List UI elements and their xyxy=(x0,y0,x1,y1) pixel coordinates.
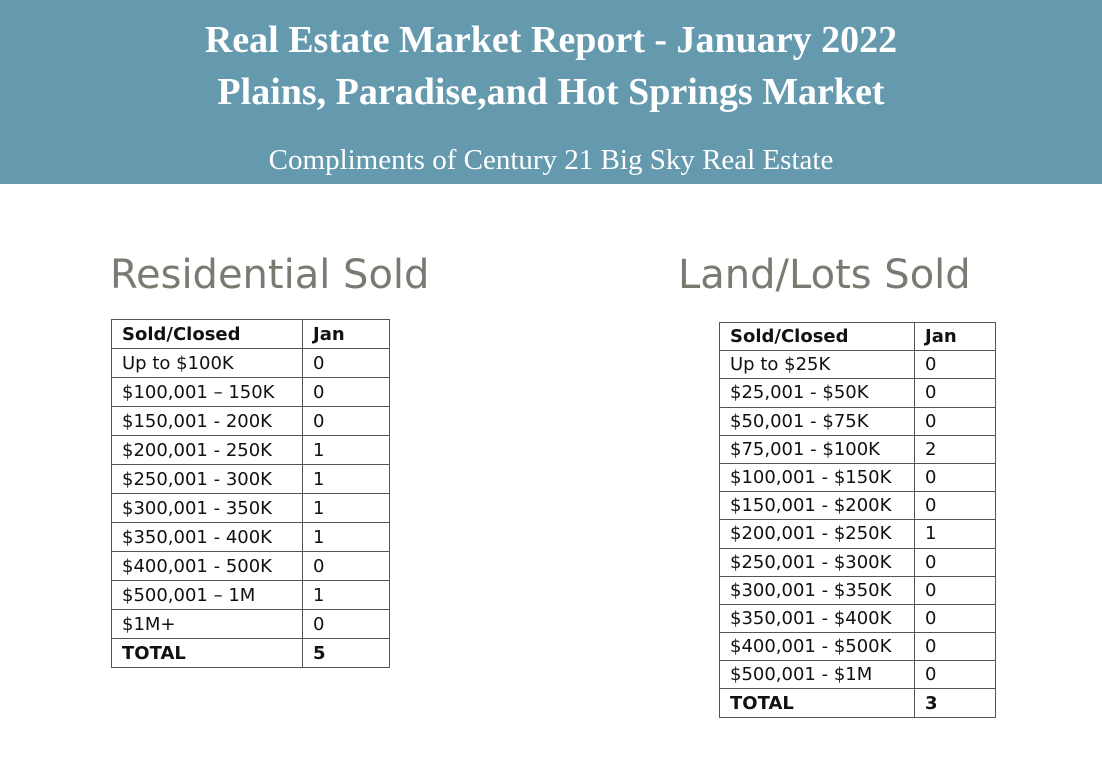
price-range-cell: Up to $25K xyxy=(719,350,915,380)
residential-row: Up to $100K 0 xyxy=(111,348,390,378)
land-row: $350,001 - $400K 0 xyxy=(719,603,996,634)
price-range-cell: $400,001 - 500K xyxy=(111,551,303,581)
price-range-cell: $150,001 - 200K xyxy=(111,406,303,436)
jan-count-cell: 0 xyxy=(914,660,996,690)
jan-count-cell: 1 xyxy=(302,493,390,523)
price-range-cell: $500,001 - $1M xyxy=(719,660,915,690)
land-row: $250,001 - $300K 0 xyxy=(719,547,996,577)
land-total-row: TOTAL 3 xyxy=(719,688,996,718)
land-header-row: Sold/Closed Jan xyxy=(719,321,996,352)
jan-count-cell: Jan xyxy=(914,321,996,352)
price-range-cell: $350,001 - $400K xyxy=(719,603,915,634)
residential-row: $150,001 - 200K 0 xyxy=(111,406,390,436)
land-row: $100,001 - $150K 0 xyxy=(719,462,996,493)
land-row: $75,001 - $100K 2 xyxy=(719,434,996,464)
residential-row: $250,001 - 300K 1 xyxy=(111,464,390,494)
residential-sold-title: Residential Sold xyxy=(110,252,430,298)
land-row: $50,001 - $75K 0 xyxy=(719,406,996,436)
price-range-cell: $200,001 - 250K xyxy=(111,435,303,465)
jan-count-cell: 0 xyxy=(302,609,390,639)
price-range-cell: $300,001 - $350K xyxy=(719,575,915,605)
report-market-title: Plains, Paradise,and Hot Springs Market xyxy=(217,71,885,113)
land-lots-sold-table: Sold/Closed Jan Up to $25K 0 $25,001 - $50K 0… xyxy=(719,321,996,718)
report-compliments: Compliments of Century 21 Big Sky Real E… xyxy=(268,144,834,176)
jan-count-cell: 0 xyxy=(914,462,996,493)
price-range-cell: $200,001 - $250K xyxy=(719,519,915,549)
jan-count-cell: 0 xyxy=(302,348,390,378)
residential-row: $400,001 - 500K 0 xyxy=(111,551,390,581)
residential-row: $300,001 - 350K 1 xyxy=(111,493,390,523)
jan-count-cell: 0 xyxy=(914,350,996,380)
jan-count-cell: 0 xyxy=(914,406,996,436)
price-range-cell: $50,001 - $75K xyxy=(719,406,915,436)
land-row: $400,001 - $500K 0 xyxy=(719,632,996,662)
price-range-cell: TOTAL xyxy=(719,688,915,718)
jan-count-cell: 0 xyxy=(914,575,996,605)
residential-total-row: TOTAL 5 xyxy=(111,638,390,668)
land-row: Up to $25K 0 xyxy=(719,350,996,380)
residential-row: $500,001 – 1M 1 xyxy=(111,580,390,610)
jan-count-cell: 1 xyxy=(914,519,996,549)
jan-count-cell: 1 xyxy=(302,464,390,494)
jan-count-cell: 1 xyxy=(302,580,390,610)
price-range-cell: $1M+ xyxy=(111,609,303,639)
residential-row: $1M+ 0 xyxy=(111,609,390,639)
price-range-cell: TOTAL xyxy=(111,638,303,668)
price-range-cell: $100,001 – 150K xyxy=(111,377,303,407)
price-range-cell: $25,001 - $50K xyxy=(719,378,915,408)
land-row: $200,001 - $250K 1 xyxy=(719,519,996,549)
jan-count-cell: 0 xyxy=(914,491,996,521)
jan-count-cell: 0 xyxy=(914,547,996,577)
jan-count-cell: 0 xyxy=(914,632,996,662)
jan-count-cell: 1 xyxy=(302,522,390,552)
residential-header-row: Sold/Closed Jan xyxy=(111,319,390,349)
land-row: $500,001 - $1M 0 xyxy=(719,660,996,690)
price-range-cell: $500,001 – 1M xyxy=(111,580,303,610)
jan-count-cell: 0 xyxy=(914,603,996,634)
residential-sold-table: Sold/Closed Jan Up to $100K 0 $100,001 – 150… xyxy=(111,319,390,668)
land-row: $300,001 - $350K 0 xyxy=(719,575,996,605)
jan-count-cell: 0 xyxy=(302,551,390,581)
land-lots-sold-title: Land/Lots Sold xyxy=(678,252,971,298)
price-range-cell: $350,001 - 400K xyxy=(111,522,303,552)
residential-row: $200,001 - 250K 1 xyxy=(111,435,390,465)
jan-count-cell: 5 xyxy=(302,638,390,668)
report-title: Real Estate Market Report - January 2022 xyxy=(204,19,898,61)
price-range-cell: $150,001 - $200K xyxy=(719,491,915,521)
report-header-banner: Real Estate Market Report - January 2022… xyxy=(0,0,1102,184)
price-range-cell: Sold/Closed xyxy=(719,321,915,352)
price-range-cell: $400,001 - $500K xyxy=(719,632,915,662)
residential-row: $100,001 – 150K 0 xyxy=(111,377,390,407)
price-range-cell: $300,001 - 350K xyxy=(111,493,303,523)
jan-count-cell: 3 xyxy=(914,688,996,718)
jan-count-cell: 0 xyxy=(302,406,390,436)
price-range-cell: $250,001 - $300K xyxy=(719,547,915,577)
price-range-cell: Up to $100K xyxy=(111,348,303,378)
residential-row: $350,001 - 400K 1 xyxy=(111,522,390,552)
jan-count-cell: 2 xyxy=(914,434,996,464)
jan-count-cell: 0 xyxy=(302,377,390,407)
price-range-cell: Sold/Closed xyxy=(111,319,303,349)
land-row: $25,001 - $50K 0 xyxy=(719,378,996,408)
price-range-cell: $250,001 - 300K xyxy=(111,464,303,494)
jan-count-cell: 1 xyxy=(302,435,390,465)
jan-count-cell: 0 xyxy=(914,378,996,408)
jan-count-cell: Jan xyxy=(302,319,390,349)
price-range-cell: $100,001 - $150K xyxy=(719,462,915,493)
land-row: $150,001 - $200K 0 xyxy=(719,491,996,521)
price-range-cell: $75,001 - $100K xyxy=(719,434,915,464)
